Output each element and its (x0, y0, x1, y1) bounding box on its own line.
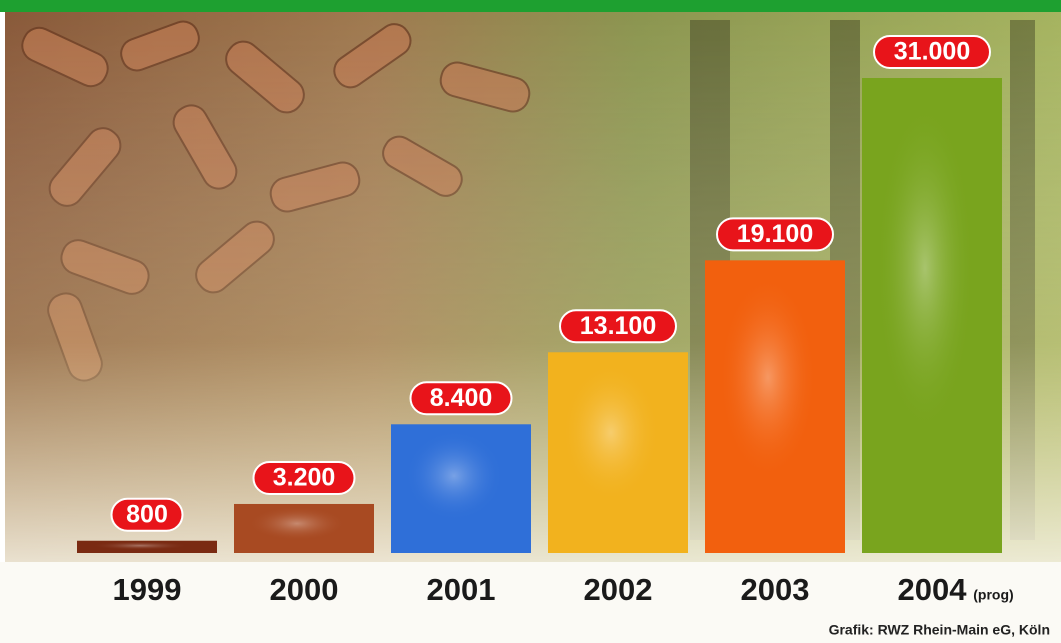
x-tick-label: 2002 (584, 572, 653, 607)
value-label: 8.400 (430, 384, 493, 412)
x-tick-label: 2003 (741, 572, 810, 607)
bar-shine (705, 260, 845, 553)
x-tick-label: 1999 (113, 572, 182, 607)
chart: Grafik: RWZ Rhein-Main eG, Köln 800 1999 3… (0, 0, 1061, 643)
source: Grafik: RWZ Rhein-Main eG, Köln (829, 622, 1050, 638)
x-tick-label: 2001 (427, 572, 496, 607)
page: {"chart_data": {"type": "bar", "categori… (0, 0, 1061, 643)
x-tick-label: 2004 (898, 572, 968, 607)
value-label: 19.100 (737, 220, 813, 248)
value-label: 800 (126, 500, 168, 528)
bar-shine (548, 352, 688, 553)
annotation: (prog) (973, 587, 1013, 603)
x-tick-label: 2000 (270, 572, 339, 607)
value-label: 31.000 (894, 38, 970, 66)
bar-shine (862, 78, 1002, 553)
top-band (0, 0, 1061, 12)
value-label: 3.200 (273, 464, 336, 492)
bar-shine (77, 541, 217, 553)
value-label: 13.100 (580, 312, 656, 340)
bar-shine (234, 504, 374, 553)
bar-shine (391, 424, 531, 553)
